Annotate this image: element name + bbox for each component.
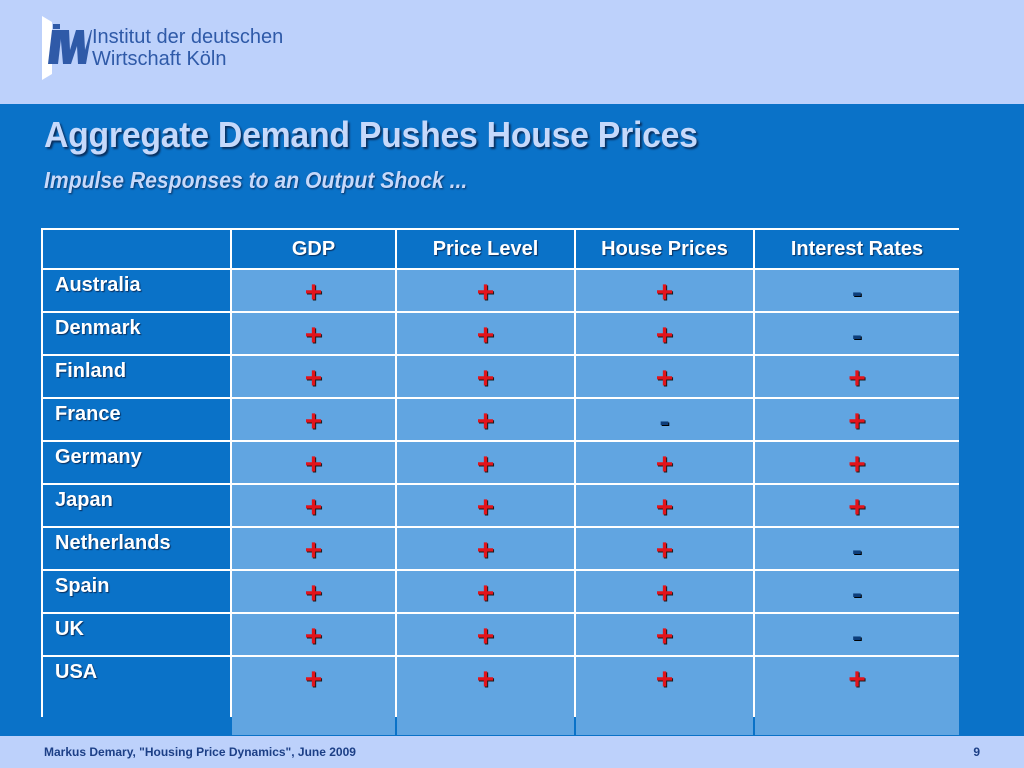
positive-response-sign: +: [755, 442, 959, 483]
country-label: Japan: [43, 485, 230, 526]
positive-response-sign: +: [232, 313, 395, 354]
country-label: Australia: [43, 270, 230, 311]
positive-response-sign: +: [397, 657, 574, 735]
footer-band: Markus Demary, "Housing Price Dynamics",…: [0, 736, 1024, 768]
positive-response-sign: +: [397, 270, 574, 311]
institute-line-1: Institut der deutschen: [92, 26, 284, 48]
positive-response-sign: +: [576, 657, 753, 735]
positive-response-sign: +: [576, 270, 753, 311]
positive-response-sign: +: [576, 528, 753, 569]
table-row: Finland + + + +: [43, 356, 959, 397]
country-label: Spain: [43, 571, 230, 612]
slide-title: Aggregate Demand Pushes House Prices: [44, 114, 698, 155]
table-body: Australia + + + - Denmark + + + - Finland + + + + Franc…: [43, 270, 959, 735]
positive-response-sign: +: [755, 399, 959, 440]
footer-citation: Markus Demary, "Housing Price Dynamics",…: [44, 745, 356, 759]
column-header-price-level: Price Level: [397, 230, 574, 268]
country-label: UK: [43, 614, 230, 655]
positive-response-sign: +: [232, 657, 395, 735]
positive-response-sign: +: [397, 356, 574, 397]
table-header-row: GDP Price Level House Prices Interest Ra…: [43, 230, 959, 268]
positive-response-sign: +: [397, 528, 574, 569]
slide-subtitle: Impulse Responses to an Output Shock ...: [44, 167, 468, 193]
positive-response-sign: +: [576, 356, 753, 397]
negative-response-sign: -: [755, 571, 959, 612]
negative-response-sign: -: [755, 313, 959, 354]
column-header-house-prices: House Prices: [576, 230, 753, 268]
impulse-response-table: GDP Price Level House Prices Interest Ra…: [41, 228, 961, 737]
negative-response-sign: -: [755, 614, 959, 655]
institute-name: Institut der deutschen Wirtschaft Köln: [92, 26, 283, 70]
positive-response-sign: +: [232, 614, 395, 655]
positive-response-sign: +: [232, 571, 395, 612]
positive-response-sign: +: [232, 442, 395, 483]
country-label: Denmark: [43, 313, 230, 354]
table-row: Spain + + + -: [43, 571, 959, 612]
positive-response-sign: +: [397, 485, 574, 526]
country-label: Finland: [43, 356, 230, 397]
negative-response-sign: -: [755, 270, 959, 311]
positive-response-sign: +: [576, 442, 753, 483]
positive-response-sign: +: [232, 270, 395, 311]
impulse-response-table-frame: GDP Price Level House Prices Interest Ra…: [41, 228, 959, 735]
positive-response-sign: +: [232, 356, 395, 397]
table-row: Australia + + + -: [43, 270, 959, 311]
country-label: France: [43, 399, 230, 440]
institute-line-2: Wirtschaft Köln: [92, 48, 227, 70]
table-row: USA + + + +: [43, 657, 959, 735]
positive-response-sign: +: [576, 571, 753, 612]
positive-response-sign: +: [397, 399, 574, 440]
column-header-interest-rates: Interest Rates: [755, 230, 959, 268]
column-header-gdp: GDP: [232, 230, 395, 268]
negative-response-sign: -: [576, 399, 753, 440]
column-header-country: [43, 230, 230, 268]
negative-response-sign: -: [755, 528, 959, 569]
positive-response-sign: +: [397, 571, 574, 612]
positive-response-sign: +: [397, 442, 574, 483]
positive-response-sign: +: [576, 485, 753, 526]
country-label: Netherlands: [43, 528, 230, 569]
table-row: Japan + + + +: [43, 485, 959, 526]
country-label: Germany: [43, 442, 230, 483]
positive-response-sign: +: [232, 485, 395, 526]
iw-logo: [42, 16, 92, 80]
positive-response-sign: +: [397, 313, 574, 354]
positive-response-sign: +: [576, 313, 753, 354]
table-row: France + + - +: [43, 399, 959, 440]
country-label: USA: [43, 657, 230, 735]
table-row: UK + + + -: [43, 614, 959, 655]
positive-response-sign: +: [755, 485, 959, 526]
table-row: Denmark + + + -: [43, 313, 959, 354]
positive-response-sign: +: [232, 399, 395, 440]
positive-response-sign: +: [576, 614, 753, 655]
table-row: Netherlands + + + -: [43, 528, 959, 569]
header-band: Institut der deutschen Wirtschaft Köln: [0, 0, 1024, 104]
positive-response-sign: +: [755, 657, 959, 735]
positive-response-sign: +: [397, 614, 574, 655]
page-number: 9: [973, 745, 980, 759]
positive-response-sign: +: [232, 528, 395, 569]
table-row: Germany + + + +: [43, 442, 959, 483]
positive-response-sign: +: [755, 356, 959, 397]
